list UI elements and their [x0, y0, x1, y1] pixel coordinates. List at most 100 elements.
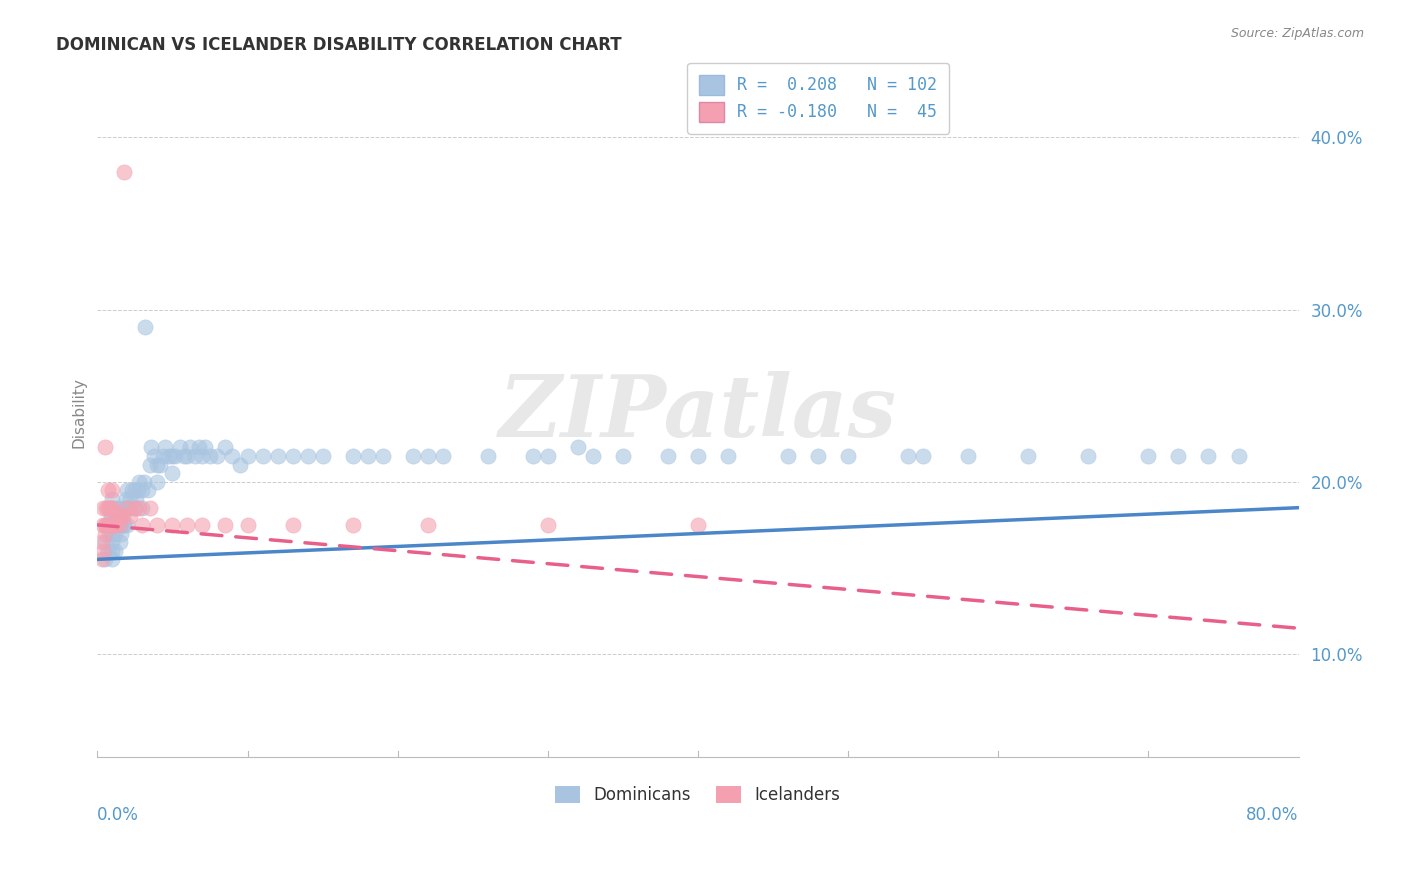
Point — [1227, 449, 1250, 463]
Point — [837, 449, 859, 463]
Point — [897, 449, 920, 463]
Point — [96, 500, 118, 515]
Point — [94, 535, 117, 549]
Point — [104, 526, 127, 541]
Point — [176, 517, 198, 532]
Point — [100, 500, 122, 515]
Point — [173, 449, 195, 463]
Point — [198, 449, 221, 463]
Point — [567, 441, 589, 455]
Point — [1167, 449, 1189, 463]
Point — [146, 458, 169, 472]
Point — [146, 517, 169, 532]
Point — [117, 500, 139, 515]
Point — [342, 449, 364, 463]
Point — [111, 509, 134, 524]
Point — [101, 483, 124, 498]
Point — [97, 483, 120, 498]
Point — [127, 483, 149, 498]
Text: 80.0%: 80.0% — [1246, 805, 1299, 823]
Point — [117, 517, 139, 532]
Point — [131, 483, 153, 498]
Point — [776, 449, 799, 463]
Point — [93, 500, 115, 515]
Text: DOMINICAN VS ICELANDER DISABILITY CORRELATION CHART: DOMINICAN VS ICELANDER DISABILITY CORREL… — [56, 36, 621, 54]
Point — [115, 491, 138, 506]
Point — [105, 517, 128, 532]
Point — [104, 543, 127, 558]
Point — [125, 491, 148, 506]
Point — [97, 543, 120, 558]
Point — [686, 449, 709, 463]
Point — [120, 509, 142, 524]
Point — [1198, 449, 1220, 463]
Point — [124, 500, 146, 515]
Point — [162, 467, 184, 481]
Point — [957, 449, 980, 463]
Point — [98, 500, 121, 515]
Legend: Dominicans, Icelanders: Dominicans, Icelanders — [548, 780, 848, 811]
Point — [194, 441, 217, 455]
Point — [717, 449, 740, 463]
Point — [90, 552, 112, 566]
Point — [214, 441, 236, 455]
Point — [342, 517, 364, 532]
Point — [98, 526, 121, 541]
Point — [356, 449, 378, 463]
Point — [131, 500, 153, 515]
Point — [108, 517, 131, 532]
Point — [100, 517, 122, 532]
Point — [117, 500, 139, 515]
Point — [169, 441, 191, 455]
Point — [1137, 449, 1160, 463]
Point — [97, 500, 120, 515]
Point — [124, 483, 146, 498]
Point — [128, 475, 150, 489]
Point — [108, 517, 131, 532]
Point — [297, 449, 319, 463]
Point — [162, 517, 184, 532]
Point — [111, 517, 134, 532]
Point — [104, 517, 127, 532]
Y-axis label: Disability: Disability — [72, 377, 86, 449]
Point — [191, 449, 214, 463]
Point — [96, 517, 118, 532]
Point — [110, 509, 132, 524]
Text: Source: ZipAtlas.com: Source: ZipAtlas.com — [1230, 27, 1364, 40]
Point — [101, 543, 124, 558]
Point — [101, 517, 124, 532]
Point — [165, 449, 187, 463]
Point — [93, 517, 115, 532]
Point — [101, 491, 124, 506]
Point — [252, 449, 274, 463]
Point — [281, 517, 304, 532]
Point — [912, 449, 935, 463]
Point — [612, 449, 634, 463]
Point — [236, 449, 259, 463]
Point — [537, 449, 560, 463]
Point — [229, 458, 252, 472]
Point — [191, 517, 214, 532]
Point — [266, 449, 288, 463]
Point — [110, 509, 132, 524]
Point — [657, 449, 679, 463]
Text: 0.0%: 0.0% — [97, 805, 139, 823]
Point — [94, 552, 117, 566]
Point — [236, 517, 259, 532]
Point — [146, 475, 169, 489]
Point — [477, 449, 499, 463]
Point — [93, 543, 115, 558]
Point — [416, 517, 439, 532]
Point — [98, 517, 121, 532]
Point — [108, 535, 131, 549]
Point — [153, 441, 176, 455]
Point — [179, 441, 201, 455]
Point — [141, 441, 163, 455]
Point — [112, 517, 135, 532]
Point — [100, 509, 122, 524]
Point — [159, 449, 181, 463]
Point — [138, 483, 160, 498]
Point — [128, 500, 150, 515]
Point — [281, 449, 304, 463]
Point — [311, 449, 333, 463]
